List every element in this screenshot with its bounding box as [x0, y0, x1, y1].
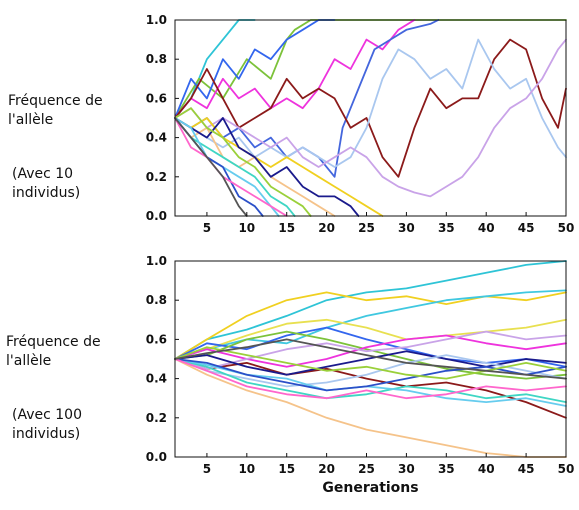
x-tick-label-top-3: 20: [318, 221, 335, 235]
x-tick-label-top-5: 30: [398, 221, 415, 235]
series-line-bottom-9: [174, 350, 567, 376]
series-line-top-3: [174, 19, 416, 119]
y-tick-label-bottom-4: 0.8: [146, 293, 167, 307]
panel-top-subtitle-text: (Avec 10 individus): [12, 166, 81, 201]
y-tick-label-top-2: 0.4: [146, 131, 167, 145]
x-tick-label-bottom-9: 50: [558, 462, 575, 476]
series-line-bottom-7: [174, 334, 567, 368]
series-line-top-10: [174, 117, 360, 217]
series-line-bottom-3: [174, 318, 567, 360]
x-tick-label-top-8: 45: [518, 221, 535, 235]
series-line-top-4: [174, 19, 440, 178]
panel-top-ylabel: Fréquence de l'allèle: [8, 92, 132, 130]
plot-frame-bottom: [174, 260, 567, 458]
x-tick-label-top-7: 40: [478, 221, 495, 235]
series-line-top-2: [174, 19, 336, 119]
y-tick-label-bottom-1: 0.2: [146, 411, 167, 425]
series-line-bottom-14: [174, 358, 567, 392]
panel-top-subtitle: (Avec 10 individus): [12, 165, 122, 203]
x-tick-label-bottom-3: 20: [318, 462, 335, 476]
series-line-top-11: [174, 107, 312, 217]
panel-bottom-subtitle-text: (Avec 100 individus): [12, 407, 82, 442]
series-line-top-8: [174, 117, 384, 217]
x-tick-label-top-4: 25: [358, 221, 375, 235]
x-tick-label-top-9: 50: [558, 221, 575, 235]
x-tick-label-top-0: 5: [203, 221, 211, 235]
series-line-top-6: [174, 38, 567, 168]
series-line-bottom-12: [174, 358, 567, 458]
series-line-bottom-0: [174, 260, 567, 360]
panel-bottom-subtitle: (Avec 100 individus): [12, 406, 122, 444]
series-line-top-7: [174, 38, 567, 198]
x-tick-label-bottom-2: 15: [278, 462, 295, 476]
y-tick-label-top-1: 0.2: [146, 170, 167, 184]
y-tick-label-top-3: 0.6: [146, 91, 167, 105]
series-line-bottom-2: [174, 289, 567, 360]
panel-top-ylabel-text: Fréquence de l'allèle: [8, 93, 103, 128]
x-tick-label-bottom-0: 5: [203, 462, 211, 476]
x-tick-label-bottom-7: 40: [478, 462, 495, 476]
series-line-bottom-11: [174, 358, 567, 404]
plot-frame-top: [174, 19, 567, 217]
series-line-bottom-10: [174, 354, 567, 388]
series-line-top-16: [174, 117, 248, 217]
y-tick-label-bottom-5: 1.0: [146, 254, 167, 268]
series-line-bottom-15: [174, 358, 567, 400]
series-line-bottom-5: [174, 358, 567, 419]
x-tick-label-bottom-1: 10: [238, 462, 255, 476]
y-tick-label-bottom-3: 0.6: [146, 332, 167, 346]
series-line-top-13: [174, 117, 280, 217]
series-line-bottom-6: [174, 330, 567, 380]
series-line-top-5: [174, 38, 567, 178]
y-tick-label-top-0: 0.0: [146, 209, 167, 223]
x-axis-title: Generations: [322, 480, 418, 496]
x-tick-label-top-1: 10: [238, 221, 255, 235]
y-tick-label-top-5: 1.0: [146, 13, 167, 27]
y-tick-label-bottom-2: 0.4: [146, 372, 167, 386]
series-line-top-1: [174, 19, 567, 119]
series-line-bottom-16: [174, 346, 567, 380]
x-tick-label-bottom-5: 30: [398, 462, 415, 476]
panel-bottom-ylabel-text: Fréquence de l'allèle: [6, 334, 101, 369]
series-line-top-12: [174, 117, 296, 217]
x-tick-label-bottom-8: 45: [518, 462, 535, 476]
x-tick-label-top-6: 35: [438, 221, 455, 235]
y-tick-label-bottom-0: 0.0: [146, 450, 167, 464]
x-tick-label-bottom-4: 25: [358, 462, 375, 476]
y-tick-label-top-4: 0.8: [146, 52, 167, 66]
x-tick-label-top-2: 15: [278, 221, 295, 235]
series-line-bottom-4: [174, 326, 567, 368]
panel-bottom-ylabel: Fréquence de l'allèle: [6, 333, 134, 371]
series-line-bottom-1: [174, 291, 567, 360]
series-line-bottom-17: [174, 338, 567, 380]
series-line-top-15: [174, 117, 288, 217]
x-tick-label-bottom-6: 35: [438, 462, 455, 476]
